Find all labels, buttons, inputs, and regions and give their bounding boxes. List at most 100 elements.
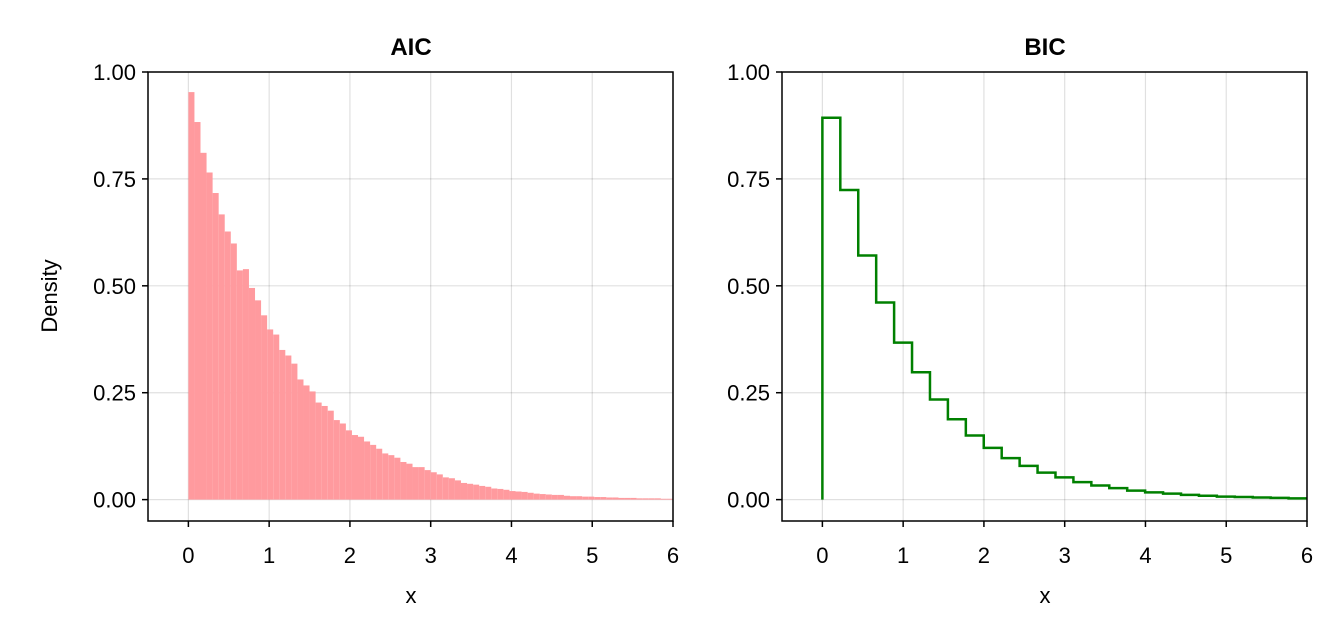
histogram-bar [594,497,601,500]
histogram-bar [606,497,613,500]
y-tick-label: 0.00 [93,488,136,513]
aic-histogram [188,92,673,500]
y-tick-label: 0.50 [93,274,136,299]
bic-title: BIC [1024,34,1065,61]
step-histogram-line [821,116,1307,500]
x-tick-label: 5 [586,543,598,568]
histogram-bar [333,420,340,500]
aic-title: AIC [390,34,431,61]
histogram-bar [570,496,577,500]
bic-y-ticks: 0.00 0.25 0.50 0.75 1.00 [727,60,782,513]
histogram-bar [467,483,474,500]
bic-plot-frame [781,71,1308,522]
bic-histogram [821,116,1307,500]
y-tick-label: 0.75 [727,167,770,192]
aic-plot-frame [147,71,674,522]
histogram-bar [654,498,661,500]
histogram-bar [345,430,352,500]
histogram-bar [557,494,564,500]
aic-panel: AIC 0 1 2 3 4 5 6 0.00 0.25 0.50 0.75 1.00 x Densi… [37,34,679,608]
histogram-bar [539,494,546,500]
histogram-bar [630,497,637,500]
histogram-bar [533,493,540,500]
histogram-bar [339,423,346,500]
x-tick-label: 6 [1301,543,1313,568]
bic-grid [782,71,1308,521]
histogram-bar [448,478,455,500]
histogram-bar [642,498,649,500]
histogram-bar [206,172,213,500]
histogram-bar [382,453,389,500]
x-tick-label: 4 [505,543,517,568]
histogram-bar [315,402,322,500]
histogram-bar [660,498,667,500]
histogram-bar [576,496,583,500]
histogram-bar [194,122,201,500]
histogram-bar [497,488,504,500]
histogram-bar [242,269,249,500]
x-tick-label: 6 [667,543,679,568]
histogram-bar [321,405,328,500]
y-tick-label: 0.25 [93,381,136,406]
histogram-bar [188,92,195,500]
histogram-bar [588,496,595,500]
x-tick-label: 3 [425,543,437,568]
aic-x-ticks: 0 1 2 3 4 5 6 [182,521,679,568]
histogram-bar [666,498,673,500]
x-tick-label: 1 [897,543,909,568]
x-tick-label: 4 [1139,543,1151,568]
histogram-bar [212,193,219,500]
histogram-bar [624,497,631,500]
histogram-bar [479,485,486,500]
histogram-bar [279,349,286,500]
histogram-bar [418,467,425,500]
histogram-bar [255,300,262,500]
bic-panel: BIC 0 1 2 3 4 5 6 0.00 0.25 0.50 0.75 1.00 x [727,34,1313,608]
aic-x-axis-label: x [406,583,417,608]
bic-x-ticks: 0 1 2 3 4 5 6 [816,521,1313,568]
histogram-bar [412,467,419,500]
histogram-bar [394,457,401,500]
histogram-bar [376,448,383,500]
histogram-bar [515,491,522,500]
y-tick-label: 1.00 [93,60,136,85]
histogram-bar [267,329,274,500]
x-tick-label: 0 [816,543,828,568]
histogram-bar [285,355,292,500]
histogram-bar [503,489,510,500]
histogram-bar [248,287,256,500]
histogram-bar [424,470,431,500]
histogram-bar [442,477,449,500]
aic-y-axis-label: Density [37,259,62,332]
x-tick-label: 5 [1220,543,1232,568]
histogram-bar [327,410,334,500]
y-tick-label: 0.50 [727,274,770,299]
histogram-bar [200,152,207,500]
histogram-bar [230,243,237,500]
bic-x-axis-label: x [1040,583,1051,608]
y-tick-label: 0.75 [93,167,136,192]
histogram-bar [473,484,480,500]
y-tick-label: 0.25 [727,381,770,406]
histogram-bar [491,488,498,500]
histogram-bar [454,480,461,500]
histogram-bar [636,498,643,500]
histogram-bar [430,472,437,500]
histogram-bar [261,315,268,500]
histogram-bar [545,494,552,500]
histogram-bar [297,379,304,500]
histogram-bar [460,482,468,500]
histogram-bar [303,385,310,500]
histogram-bar [436,474,443,500]
histogram-bar [600,497,607,500]
x-tick-label: 1 [263,543,275,568]
histogram-bar [485,486,492,500]
histogram-bar [582,496,589,500]
histogram-bar [291,363,298,500]
aic-y-ticks: 0.00 0.25 0.50 0.75 1.00 [93,60,148,513]
histogram-bar [400,461,407,500]
histogram-bar [236,270,243,500]
histogram-bar [648,498,655,500]
histogram-bar [527,492,534,500]
